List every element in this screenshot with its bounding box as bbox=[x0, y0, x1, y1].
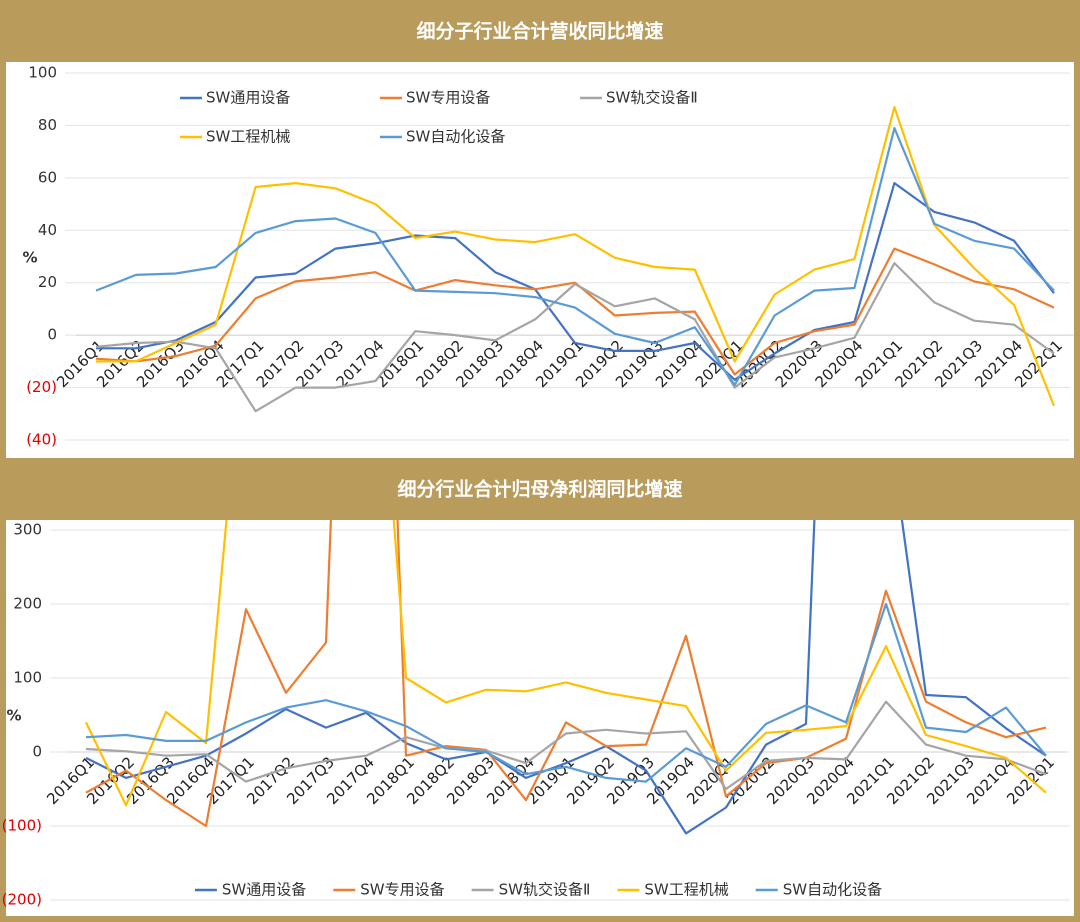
y-tick-label: 100 bbox=[13, 669, 42, 687]
series-line bbox=[85, 520, 1047, 807]
y-tick-label: 40 bbox=[38, 221, 57, 239]
y-axis-label: % bbox=[6, 707, 21, 725]
plot-area bbox=[6, 520, 1074, 916]
y-tick-label: 0 bbox=[47, 326, 57, 344]
y-tick-label: (20) bbox=[26, 378, 57, 396]
chart-title: 细分子行业合计营收同比增速 bbox=[416, 20, 663, 43]
chart-title: 细分行业合计归母净利润同比增速 bbox=[397, 478, 682, 501]
y-tick-label: 200 bbox=[13, 595, 42, 613]
series-line bbox=[96, 182, 1055, 381]
legend-label: SW通用设备 bbox=[222, 881, 306, 899]
series-group bbox=[85, 520, 1047, 835]
legend-label: SW专用设备 bbox=[406, 89, 490, 107]
series-line bbox=[96, 106, 1056, 407]
series-group bbox=[95, 106, 1056, 413]
legend-label: SW工程机械 bbox=[644, 881, 728, 899]
y-tick-label: 60 bbox=[38, 168, 57, 186]
y-tick-label: (40) bbox=[26, 431, 57, 449]
legend-label: SW自动化设备 bbox=[406, 128, 505, 146]
series-line bbox=[85, 520, 1047, 835]
plot-area bbox=[6, 62, 1074, 458]
legend-label: SW专用设备 bbox=[360, 881, 444, 899]
series-line bbox=[95, 247, 1055, 376]
y-tick-label: 300 bbox=[13, 521, 42, 539]
legend-label: SW轨交设备Ⅱ bbox=[499, 881, 591, 899]
series-line bbox=[85, 700, 1047, 791]
series-line bbox=[85, 520, 1047, 828]
y-tick-label: 80 bbox=[38, 116, 57, 134]
y-tick-label: 20 bbox=[38, 273, 57, 291]
series-line bbox=[95, 262, 1055, 413]
y-tick-label: (200) bbox=[2, 891, 42, 909]
y-tick-label: 0 bbox=[32, 743, 42, 761]
legend-label: SW工程机械 bbox=[206, 128, 290, 146]
series-line bbox=[85, 602, 1047, 783]
legend-label: SW轨交设备Ⅱ bbox=[606, 89, 698, 107]
series-line bbox=[95, 127, 1055, 386]
legend-label: SW通用设备 bbox=[206, 89, 290, 107]
legend-label: SW自动化设备 bbox=[783, 881, 882, 899]
y-tick-label: 100 bbox=[28, 64, 57, 82]
y-axis-label: % bbox=[22, 249, 37, 267]
y-tick-label: (100) bbox=[2, 817, 42, 835]
